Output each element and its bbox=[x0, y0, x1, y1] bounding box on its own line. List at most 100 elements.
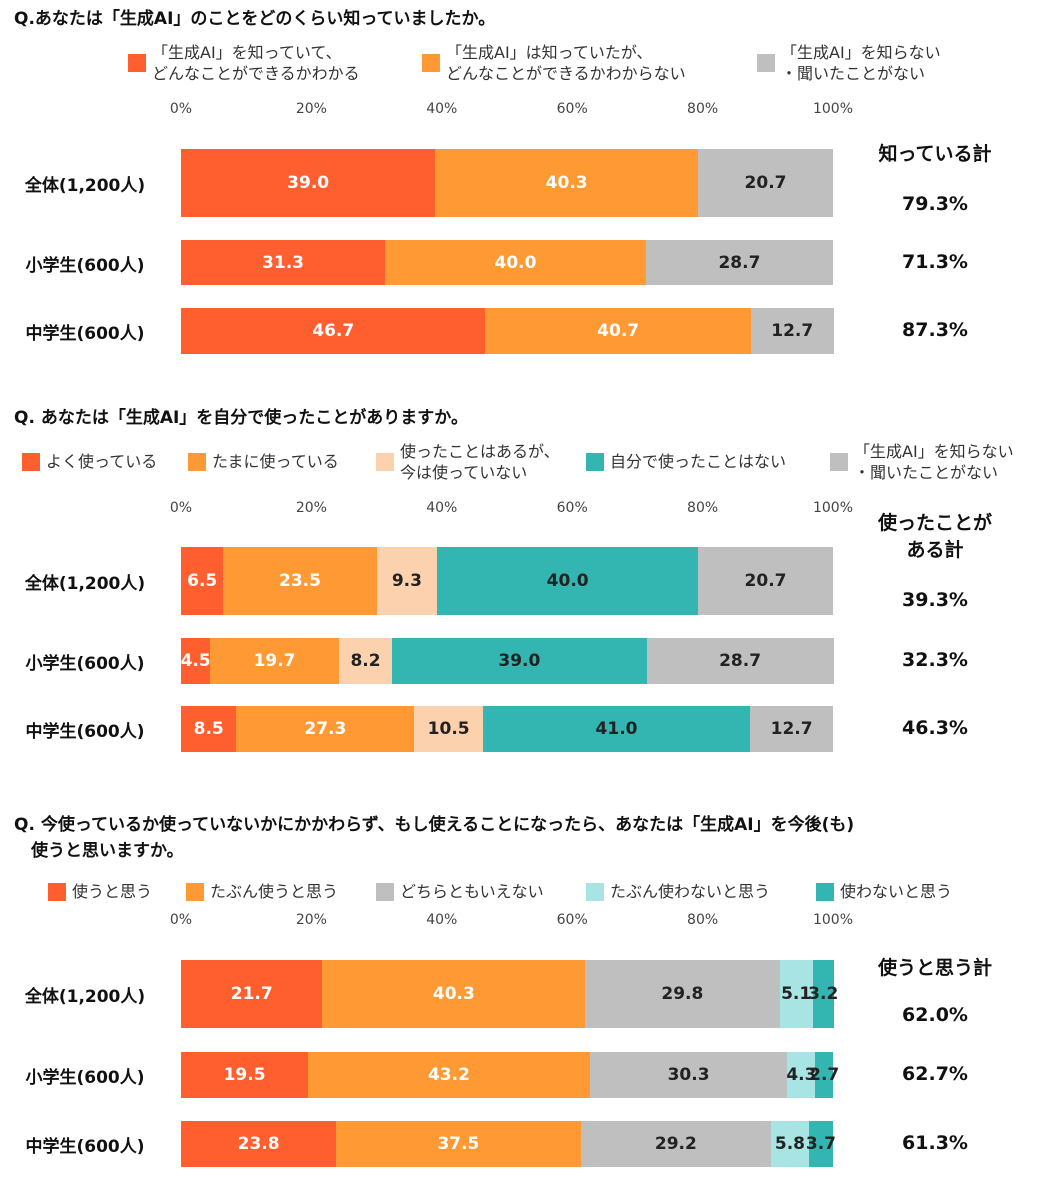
bar-segment: 20.7 bbox=[698, 149, 833, 217]
legend-label: 「生成AI」は知っていたが、 どんなことができるかわからない bbox=[446, 43, 686, 83]
axis-tick-label: 80% bbox=[687, 912, 719, 928]
row-label: 小学生(600人) bbox=[25, 255, 145, 276]
row-label: 中学生(600人) bbox=[25, 1137, 145, 1157]
legend-item: たまに使っている bbox=[188, 451, 339, 472]
bar-segment: 41.0 bbox=[482, 706, 751, 752]
bar-segment: 39.0 bbox=[392, 638, 647, 684]
bar-segment: 40.7 bbox=[485, 308, 751, 354]
legend-item: たぶん使わないと思う bbox=[586, 881, 770, 902]
legend-swatch bbox=[22, 452, 40, 471]
bar-value-label: 28.7 bbox=[718, 252, 761, 273]
legend-label: 「生成AI」を知らない ・聞いたことがない bbox=[781, 43, 941, 83]
axis-tick-label: 100% bbox=[812, 500, 854, 516]
bar-segment: 4.5 bbox=[180, 638, 211, 684]
bar-segment: 8.5 bbox=[181, 706, 237, 752]
legend-label: 「生成AI」を知らない ・聞いたことがない bbox=[854, 442, 1014, 482]
axis-tick-label: 80% bbox=[687, 500, 719, 516]
legend-swatch bbox=[376, 453, 394, 471]
bar-value-label: 10.5 bbox=[427, 719, 470, 739]
legend-swatch bbox=[816, 882, 834, 901]
row-total: 39.3% bbox=[902, 589, 968, 611]
axis-tick-label: 60% bbox=[556, 500, 588, 516]
legend-label: 「生成AI」を知っていて、 どんなことができるかわかる bbox=[152, 43, 360, 83]
bar-segment: 29.2 bbox=[580, 1121, 772, 1167]
bar-segment: 28.7 bbox=[646, 638, 834, 684]
bar-segment: 28.7 bbox=[645, 240, 833, 285]
legend-swatch bbox=[830, 453, 848, 471]
legend-item: 「生成AI」を知っていて、 どんなことができるかわかる bbox=[128, 42, 360, 84]
row-total: 62.0% bbox=[902, 1004, 968, 1026]
bar-segment: 19.5 bbox=[181, 1052, 309, 1098]
axis-tick-label: 20% bbox=[295, 912, 327, 928]
bar-segment: 5.1 bbox=[779, 960, 813, 1028]
legend-swatch bbox=[188, 452, 206, 471]
legend-item: たぶん使うと思う bbox=[186, 881, 338, 902]
bar-value-label: 40.3 bbox=[432, 984, 475, 1004]
bar-value-label: 12.7 bbox=[770, 719, 813, 739]
bar-value-label: 8.5 bbox=[193, 719, 224, 739]
legend-swatch bbox=[48, 882, 66, 901]
bar-value-label: 6.5 bbox=[187, 571, 218, 591]
bar-segment: 23.8 bbox=[181, 1121, 337, 1167]
row-label: 小学生(600人) bbox=[25, 654, 145, 674]
bar-segment: 40.3 bbox=[322, 960, 586, 1028]
bar-value-label: 19.7 bbox=[253, 651, 296, 671]
row-label: 中学生(600人) bbox=[25, 722, 145, 742]
bar-value-label: 41.0 bbox=[595, 719, 638, 739]
legend-label: 使ったことはあるが、 今は使っていない bbox=[400, 442, 560, 482]
axis-tick-label: 0% bbox=[169, 912, 193, 928]
bar-segment: 9.3 bbox=[376, 547, 438, 615]
bar-value-label: 40.0 bbox=[494, 252, 537, 273]
row-total: 79.3% bbox=[902, 193, 968, 215]
row-label: 全体(1,200人) bbox=[24, 987, 146, 1007]
legend-swatch bbox=[376, 882, 394, 901]
legend-item: 「生成AI」を知らない ・聞いたことがない bbox=[757, 42, 941, 84]
legend-label: 自分で使ったことはない bbox=[610, 452, 787, 471]
bar-value-label: 46.7 bbox=[312, 321, 355, 341]
legend-label: よく使っている bbox=[46, 452, 158, 471]
legend-label: 使うと思う bbox=[72, 882, 153, 901]
bar-segment: 12.7 bbox=[750, 308, 834, 354]
row-label: 中学生(600人) bbox=[25, 324, 145, 344]
legend-label: たぶん使わないと思う bbox=[610, 882, 771, 901]
bar-value-label: 4.5 bbox=[180, 651, 211, 671]
bar-value-label: 20.7 bbox=[744, 571, 787, 591]
bar-segment: 46.7 bbox=[181, 308, 486, 354]
bar-segment: 23.5 bbox=[223, 547, 377, 615]
legend-item: 「生成AI」を知らない ・聞いたことがない bbox=[830, 441, 1014, 483]
legend-item: 使うと思う bbox=[48, 881, 152, 902]
bar-value-label: 29.2 bbox=[654, 1134, 697, 1154]
legend-label: 使わないと思う bbox=[840, 882, 953, 901]
bar-segment: 3.2 bbox=[808, 960, 838, 1028]
legend-swatch bbox=[757, 54, 775, 72]
bar-segment: 29.8 bbox=[585, 960, 780, 1028]
bar-segment: 30.3 bbox=[589, 1052, 788, 1098]
legend-label: たぶん使うと思う bbox=[210, 882, 339, 901]
bar-value-label: 9.3 bbox=[391, 571, 422, 591]
bar-value-label: 40.3 bbox=[545, 173, 588, 193]
axis-tick-label: 100% bbox=[812, 101, 854, 117]
axis-tick-label: 0% bbox=[169, 500, 193, 516]
axis-tick-label: 40% bbox=[426, 500, 458, 516]
bar-value-label: 19.5 bbox=[223, 1065, 266, 1085]
bar-segment: 39.0 bbox=[181, 149, 436, 217]
bar-value-label: 40.7 bbox=[597, 321, 640, 341]
bar-value-label: 20.7 bbox=[744, 173, 787, 193]
axis-tick-label: 20% bbox=[295, 101, 327, 117]
bar-value-label: 23.5 bbox=[279, 571, 321, 591]
row-total: 87.3% bbox=[902, 319, 968, 341]
row-total: 32.3% bbox=[902, 649, 968, 671]
axis-tick-label: 20% bbox=[295, 500, 327, 516]
total-header: 使ったことが ある計 bbox=[877, 512, 992, 561]
legend-item: 使ったことはあるが、 今は使っていない bbox=[376, 441, 560, 483]
bar-value-label: 40.0 bbox=[546, 571, 589, 591]
legend-item: どちらともいえない bbox=[376, 881, 544, 902]
total-header: 使うと思う計 bbox=[877, 957, 992, 979]
row-label: 小学生(600人) bbox=[25, 1068, 145, 1088]
legend-label: どちらともいえない bbox=[400, 882, 544, 901]
row-total: 71.3% bbox=[902, 250, 968, 273]
bar-segment: 12.7 bbox=[750, 706, 833, 752]
bar-segment: 37.5 bbox=[336, 1121, 581, 1167]
bar-value-label: 39.0 bbox=[287, 173, 330, 193]
legend-item: 使わないと思う bbox=[816, 881, 952, 902]
